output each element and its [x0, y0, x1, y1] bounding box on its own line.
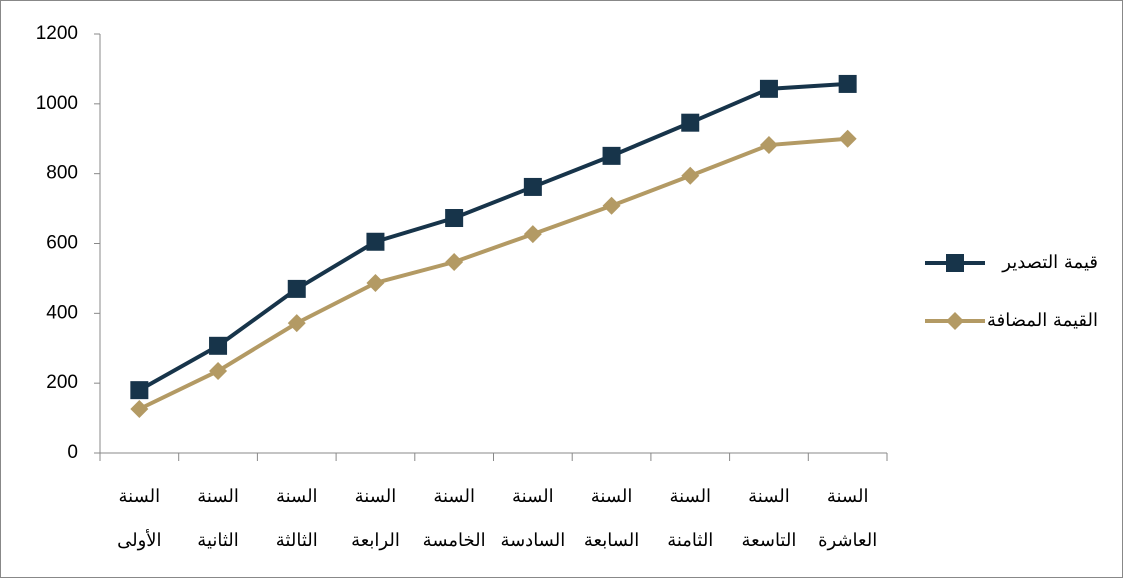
- marker: [445, 209, 464, 228]
- marker: [523, 225, 542, 244]
- x-tick-label: السنة الأولى: [117, 486, 161, 551]
- marker: [759, 136, 778, 155]
- marker: [946, 312, 964, 330]
- marker: [838, 129, 857, 148]
- series-line: [138, 81, 848, 392]
- x-tick-label: السنة التاسعة: [742, 486, 797, 551]
- legend-label: قيمة التصدير: [1001, 252, 1098, 273]
- marker: [209, 336, 228, 355]
- marker: [681, 166, 700, 185]
- marker: [602, 196, 621, 215]
- marker: [445, 253, 464, 272]
- marker: [681, 113, 700, 132]
- marker: [287, 314, 306, 333]
- marker: [130, 400, 149, 419]
- marker: [287, 279, 306, 298]
- y-tick-label: 400: [46, 302, 78, 323]
- x-tick-label: السنة الثالثة: [276, 486, 318, 551]
- y-tick-label: 800: [46, 163, 78, 184]
- y-tick-label: 1200: [36, 23, 78, 44]
- marker: [130, 381, 149, 400]
- x-tick-label: السنة الثانية: [197, 486, 239, 551]
- marker: [366, 273, 385, 292]
- y-tick-label: 1000: [36, 93, 78, 114]
- marker: [759, 79, 778, 98]
- x-tick-label: السنة السادسة: [500, 486, 565, 551]
- y-tick-label: 0: [67, 442, 78, 463]
- x-tick-label: السنة العاشرة: [818, 486, 877, 551]
- series-line: [138, 136, 848, 411]
- x-tick-label: السنة الثامنة: [667, 486, 713, 551]
- marker: [366, 232, 385, 251]
- x-tick-label: السنة الرابعة: [351, 486, 400, 551]
- marker: [523, 177, 542, 196]
- marker: [209, 361, 228, 380]
- legend-label: القيمة المضافة: [987, 310, 1098, 331]
- marker: [838, 74, 857, 93]
- x-tick-label: السنة الخامسة: [423, 486, 486, 551]
- x-tick-label: السنة السابعة: [584, 486, 639, 551]
- y-tick-label: 200: [46, 372, 78, 393]
- y-tick-label: 600: [46, 233, 78, 254]
- marker: [946, 254, 964, 272]
- marker: [602, 146, 621, 165]
